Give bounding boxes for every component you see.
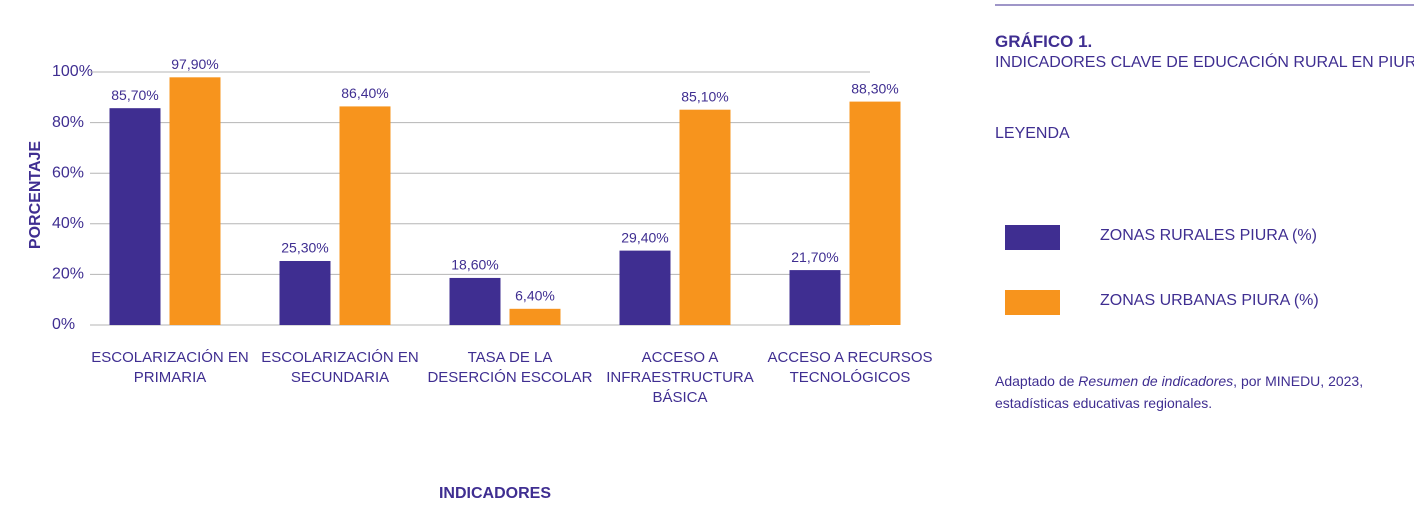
bar (849, 101, 901, 325)
y-tick-label: 60% (52, 164, 84, 181)
y-tick-label: 80% (52, 114, 84, 131)
chart-subtitle: INDICADORES CLAVE DE EDUCACIÓN RURAL EN … (995, 54, 1414, 71)
value-label: 97,90% (171, 56, 218, 72)
x-axis-title: INDICADORES (439, 485, 551, 502)
bar (789, 270, 841, 325)
bar (169, 77, 221, 325)
x-tick-label: ESCOLARIZACIÓN EN SECUNDARIA (261, 349, 419, 386)
value-label: 6,40% (515, 288, 555, 304)
legend-swatch (1005, 225, 1060, 250)
bar (449, 277, 501, 325)
legend-label: ZONAS RURALES PIURA (%) (1100, 227, 1317, 244)
source-note: Adaptado de Resumen de indicadores, por … (995, 370, 1410, 414)
source-title: Resumen de indicadores (1078, 373, 1234, 389)
x-tick-label: ESCOLARIZACIÓN EN PRIMARIA (91, 349, 249, 386)
y-tick-label: 40% (52, 215, 84, 232)
y-tick-label: 20% (52, 266, 84, 283)
y-axis-title: PORCENTAJE (27, 141, 44, 249)
bar (109, 108, 161, 325)
bar (509, 308, 561, 325)
x-tick-label: ACCESO A INFRAESTRUCTURA BÁSICA (606, 349, 754, 406)
bar (339, 106, 391, 326)
legend-label: ZONAS URBANAS PIURA (%) (1100, 292, 1319, 309)
value-label: 25,30% (281, 240, 328, 256)
x-tick-label: ACCESO A RECURSOS TECNOLÓGICOS (767, 349, 933, 386)
y-tick-label: 0% (52, 316, 75, 333)
value-label: 18,60% (451, 257, 498, 273)
chart-title: GRÁFICO 1. (995, 32, 1093, 51)
bar (279, 260, 331, 325)
bar (679, 109, 731, 326)
value-label: 86,40% (341, 85, 388, 101)
x-tick-label: TASA DE LA DESERCIÓN ESCOLAR (427, 349, 593, 386)
y-tick-label: 100% (52, 63, 93, 80)
value-label: 85,10% (681, 88, 728, 104)
legend-title: LEYENDA (995, 125, 1070, 142)
legend-swatch (1005, 290, 1060, 315)
source-suffix: , por MINEDU, 2023, estadísticas educati… (995, 373, 1364, 411)
value-label: 29,40% (621, 229, 668, 245)
value-label: 21,70% (791, 249, 838, 265)
bar (619, 250, 671, 325)
value-label: 88,30% (851, 80, 898, 96)
value-label: 85,70% (111, 87, 158, 103)
source-prefix: Adaptado de (995, 373, 1075, 389)
